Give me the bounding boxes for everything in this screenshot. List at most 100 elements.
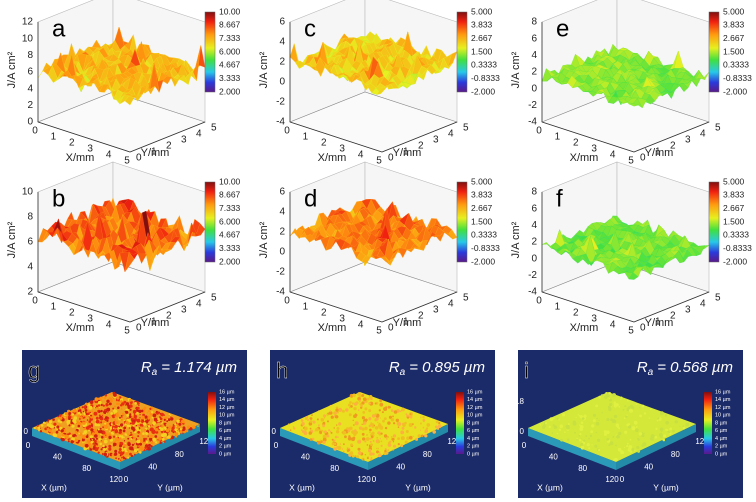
colorbar-tick-label: -0.8333 — [471, 243, 500, 253]
z-tick-label: 10 — [22, 33, 34, 44]
surface-feature — [378, 422, 381, 425]
surface-feature — [595, 421, 600, 426]
surface-feature — [314, 430, 316, 432]
surface-feature — [44, 422, 46, 425]
roughness-subscript: a — [152, 367, 158, 378]
surface-feature — [145, 432, 149, 435]
surface-feature — [618, 427, 621, 430]
surface-feature — [556, 432, 559, 435]
surface-feature — [643, 432, 645, 435]
x-tick-label: 40 — [53, 452, 62, 461]
surface-feature — [64, 434, 69, 439]
surface-feature — [329, 430, 332, 433]
surface-feature — [345, 408, 349, 412]
x-tick-label: 4 — [106, 150, 112, 161]
surface-feature — [129, 398, 133, 402]
surface-feature — [352, 419, 354, 421]
surface-feature — [322, 437, 327, 442]
x-axis-label: X/mm — [570, 152, 599, 164]
surface-feature — [574, 431, 576, 434]
z-axis-label: J/A cm² — [510, 221, 522, 258]
x-tick-label: 0 — [522, 441, 527, 450]
surface-feature — [174, 432, 179, 436]
surface-feature — [163, 422, 166, 425]
surface-feature — [556, 417, 559, 420]
surface-feature — [86, 439, 90, 443]
surface-feature — [120, 408, 123, 410]
surface-feature — [147, 446, 151, 451]
surface-feature — [147, 410, 151, 413]
colorbar-tick-label: 2.667 — [723, 203, 745, 213]
surface-feature — [50, 431, 54, 434]
y-tick-label: 2 — [166, 311, 172, 322]
surface-feature — [319, 439, 322, 442]
z-tick-label: 6 — [27, 67, 33, 78]
surface-feature — [161, 437, 165, 441]
surface-feature — [91, 439, 94, 441]
surface-feature — [44, 423, 46, 425]
surface-feature — [113, 405, 116, 408]
surface-feature — [379, 399, 383, 403]
surface-feature — [364, 454, 366, 456]
surface-feature — [592, 419, 596, 423]
surface-feature — [422, 418, 426, 422]
surface-feature — [171, 426, 175, 430]
surface-feature — [624, 430, 628, 434]
y-axis-label: Y/mm — [141, 317, 170, 329]
surface-feature — [613, 402, 618, 407]
y-axis-label: Y (µm) — [653, 482, 679, 492]
surface-feature — [109, 430, 111, 432]
surface-feature — [622, 451, 625, 454]
surface-feature — [393, 410, 398, 414]
surface-feature — [350, 443, 353, 447]
surface-feature — [588, 437, 590, 440]
surface-feature — [382, 419, 385, 423]
colorbar-tick-label: -2.000 — [723, 86, 747, 96]
surface-feature — [667, 430, 670, 433]
surface-feature — [354, 455, 357, 457]
surface-feature — [368, 402, 371, 405]
surface-feature — [94, 407, 97, 409]
y-tick-label: 0 — [388, 153, 394, 164]
y-tick-label: 5 — [463, 293, 469, 304]
surface-feature — [163, 418, 166, 421]
surface-feature — [287, 423, 290, 426]
surface-feature — [115, 457, 117, 460]
surface-feature — [119, 416, 121, 419]
surface-feature — [119, 451, 124, 456]
surface-feature — [655, 427, 658, 430]
surface-feature — [137, 402, 140, 405]
surface-feature — [360, 404, 363, 408]
surface-feature — [127, 442, 131, 447]
surface-feature — [397, 443, 400, 446]
y-tick-label: 1 — [403, 147, 409, 158]
z-tick-label: 4 — [531, 220, 537, 231]
surface-feature — [329, 404, 331, 407]
surface-feature — [84, 439, 87, 441]
z-tick-label: 0 — [279, 77, 285, 88]
colorbar-tick-label: 2 µm — [219, 444, 232, 450]
surface-feature — [132, 414, 134, 416]
surface-feature — [88, 405, 93, 410]
surface-feature — [123, 426, 127, 430]
y-tick-label: 5 — [211, 293, 217, 304]
roughness-text: = 1.174 µm — [161, 359, 237, 376]
surface-feature — [197, 425, 199, 427]
x-tick-label: 4 — [358, 150, 364, 161]
surface-feature — [68, 424, 71, 427]
surface-feature — [70, 440, 74, 444]
surface-feature — [562, 413, 566, 417]
surface-feature — [293, 427, 296, 430]
surface-feature — [59, 414, 62, 417]
surface-feature — [109, 438, 113, 442]
surface-feature — [124, 423, 127, 426]
surface-feature — [304, 426, 308, 431]
surface-feature — [324, 430, 327, 434]
surface-feature — [84, 409, 88, 412]
surface-feature — [390, 418, 395, 422]
y-tick-label: 80 — [671, 450, 680, 459]
surface-feature — [374, 402, 377, 405]
panel-label: d — [304, 185, 317, 212]
surface-feature — [674, 420, 678, 424]
colorbar-tick-label: 14 µm — [467, 397, 483, 403]
